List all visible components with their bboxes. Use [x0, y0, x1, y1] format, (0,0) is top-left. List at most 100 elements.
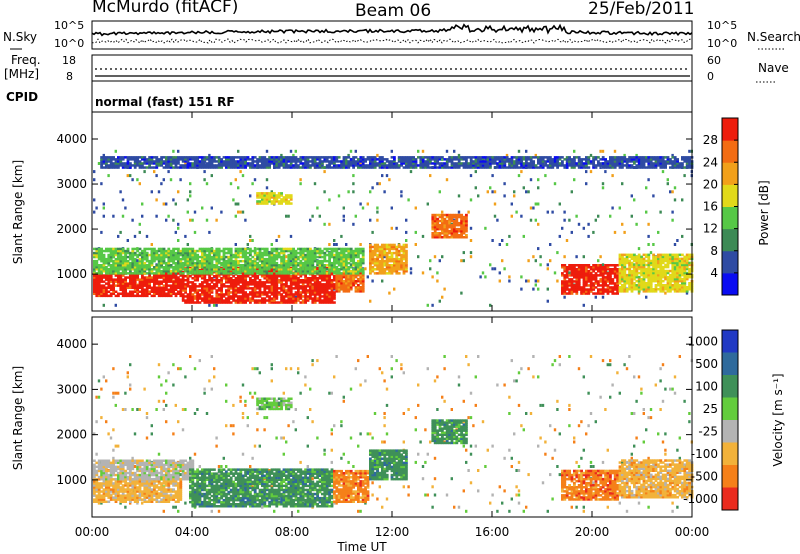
heatmap-cell: [198, 275, 202, 278]
heatmap-cell: [445, 149, 449, 153]
heatmap-cell: [565, 292, 569, 295]
heatmap-cell: [157, 292, 161, 295]
heatmap-cell: [287, 268, 291, 271]
heatmap-cell: [256, 301, 259, 304]
heatmap-cell: [287, 253, 291, 257]
heatmap-cell: [361, 277, 365, 281]
heatmap-cell: [102, 274, 106, 277]
heatmap-cell: [174, 247, 178, 251]
heatmap-cell: [136, 290, 139, 293]
heatmap-cell: [102, 261, 106, 265]
heatmap-cell: [181, 249, 185, 253]
heatmap-cell: [117, 234, 120, 238]
heatmap-cell: [599, 255, 602, 259]
heatmap-cell: [133, 160, 137, 163]
heatmap-cell: [220, 277, 223, 280]
heatmap-cell: [563, 210, 566, 214]
heatmap-cell: [606, 278, 610, 281]
heatmap-cell: [234, 257, 238, 261]
heatmap-cell: [493, 162, 497, 165]
heatmap-cell: [121, 278, 125, 281]
heatmap-cell: [426, 156, 430, 159]
heatmap-cell: [253, 253, 257, 257]
heatmap-cell: [352, 261, 355, 265]
heatmap-cell: [400, 259, 403, 263]
heatmap-cell: [162, 166, 166, 169]
heatmap-cell: [282, 287, 286, 290]
heatmap-cell: [124, 259, 127, 263]
heatmap-cell: [541, 158, 545, 161]
heatmap-cell: [145, 160, 149, 163]
heatmap-cell: [148, 166, 151, 169]
heatmap-cell: [282, 200, 286, 203]
heatmap-cell: [165, 166, 168, 169]
heatmap-cell: [270, 202, 274, 205]
heatmap-cell: [383, 261, 387, 265]
heatmap-cell: [587, 266, 591, 269]
heatmap-cell: [513, 162, 516, 165]
heatmap-cell: [393, 156, 396, 159]
heatmap-cell: [316, 247, 319, 251]
heatmap-cell: [349, 149, 353, 153]
heatmap-cell: [292, 255, 295, 259]
heatmap-cell: [234, 270, 238, 273]
heatmap-cell: [210, 266, 214, 269]
heatmap-cell: [229, 259, 233, 263]
heatmap-cell: [294, 293, 298, 296]
heatmap-cell: [179, 290, 183, 293]
heatmap-cell: [304, 164, 307, 167]
heatmap-cell: [402, 249, 406, 253]
heatmap-cell: [237, 251, 240, 255]
heatmap-cell: [273, 277, 276, 280]
heatmap-cell: [167, 272, 171, 275]
heatmap-cell: [265, 200, 269, 203]
heatmap-cell: [565, 239, 569, 242]
heatmap-cell: [112, 292, 115, 295]
heatmap-cell: [167, 266, 171, 269]
heatmap-cell: [268, 192, 271, 195]
heatmap-cell: [208, 279, 211, 282]
heatmap-cell: [292, 257, 295, 261]
heatmap-cell: [181, 264, 185, 267]
heatmap-cell: [313, 281, 317, 284]
heatmap-cell: [275, 253, 279, 257]
heatmap-cell: [186, 293, 190, 296]
heatmap-cell: [390, 268, 394, 271]
heatmap-cell: [210, 299, 214, 302]
heatmap-cell: [532, 164, 535, 167]
heatmap-cell: [390, 162, 394, 165]
heatmap-cell: [131, 280, 135, 283]
heatmap-cell: [469, 226, 473, 230]
heatmap-cell: [306, 264, 310, 267]
heatmap-cell: [342, 290, 346, 293]
heatmap-cell: [232, 166, 235, 169]
heatmap-cell: [261, 272, 264, 275]
heatmap-cell: [445, 178, 449, 182]
heatmap-cell: [361, 166, 365, 169]
heatmap-cell: [433, 160, 437, 163]
heatmap-cell: [491, 239, 494, 242]
heatmap-cell: [153, 266, 156, 269]
heatmap-cell: [328, 166, 331, 169]
heatmap-cell: [160, 286, 163, 289]
heatmap-cell: [393, 270, 396, 273]
heatmap-cell: [251, 166, 255, 169]
heatmap-cell: [436, 232, 439, 235]
heatmap-cell: [157, 276, 161, 279]
heatmap-cell: [390, 259, 394, 263]
heatmap-cell: [270, 261, 274, 265]
heatmap-cell: [177, 239, 180, 242]
heatmap-cell: [282, 264, 286, 267]
heatmap-cell: [177, 270, 180, 273]
heatmap-cell: [153, 280, 156, 283]
heatmap-cell: [213, 266, 216, 269]
heatmap-cell: [193, 285, 197, 288]
heatmap-cell: [393, 166, 396, 169]
heatmap-cell: [227, 249, 231, 253]
heatmap-cell: [191, 166, 195, 169]
heatmap-cell: [105, 156, 108, 159]
heatmap-cell: [268, 160, 271, 163]
heatmap-cell: [333, 264, 336, 267]
heatmap-cell: [93, 251, 96, 255]
heatmap-cell: [289, 301, 293, 304]
